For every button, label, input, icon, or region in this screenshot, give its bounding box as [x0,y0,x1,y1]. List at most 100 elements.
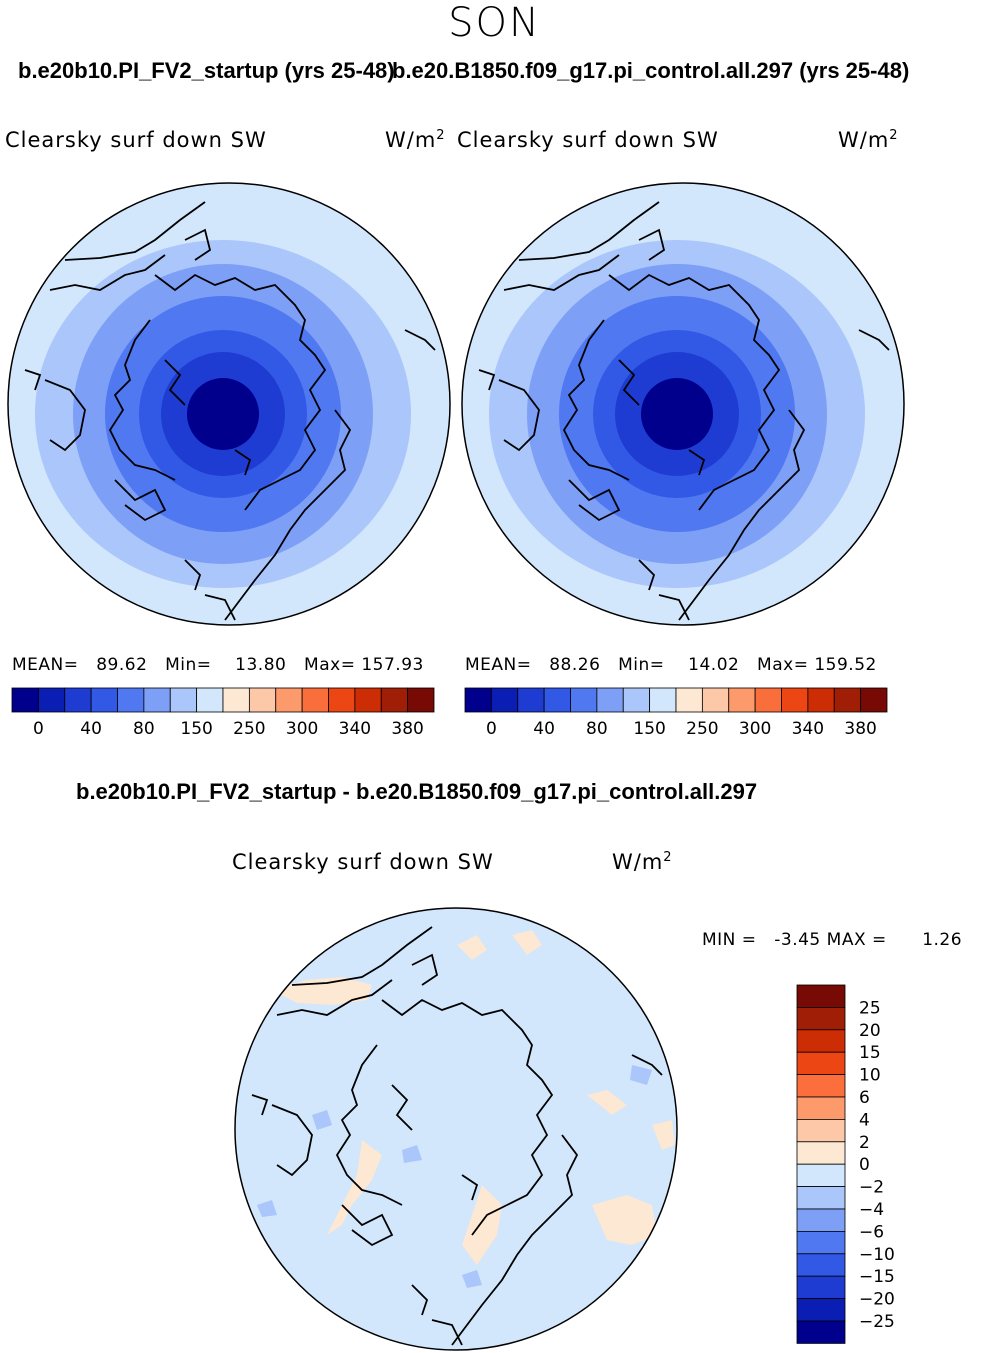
diff-colorbar-swatch [796,1230,846,1255]
colorbar-swatch [464,687,492,713]
season-title: SON [448,0,541,46]
colorbar-tick-label: 300 [286,719,318,739]
colorbar-tick-label: 40 [80,719,102,739]
diff-colorbar-label: 10 [859,1066,881,1086]
colorbar-swatch [11,687,39,713]
diff-colorbar-label: −20 [859,1290,895,1310]
colorbar-swatch [196,687,224,713]
diff-colorbar-swatch [796,1186,846,1210]
colorbar-tick-label: 80 [586,719,608,739]
colorbar-tick-label: 40 [533,719,555,739]
diff-colorbar-label: −2 [859,1178,884,1198]
colorbar-swatch [354,687,382,713]
left-polar-map [7,182,451,626]
colorbar-swatch [622,687,651,713]
right-mean-value: 88.26 [549,655,601,675]
diff-colorbar-label: −6 [859,1222,884,1242]
colorbar-swatch [781,687,809,713]
colorbar-tick-label: 340 [339,719,371,739]
diff-colorbar-swatch [796,1051,846,1075]
diff-colorbar-swatch [796,1096,846,1120]
diff-colorbar-label: −15 [859,1267,895,1287]
right-mean-label: MEAN= [465,655,532,675]
colorbar-swatch [37,687,66,713]
colorbar-swatch [860,687,888,713]
diff-colorbar-label: 4 [859,1110,870,1130]
diff-colorbar-label: −10 [859,1245,895,1265]
left-units: W/m2 [385,128,446,152]
colorbar-swatch [833,687,862,713]
right-min-value: 14.02 [688,655,740,675]
diff-colorbar-swatch [796,984,846,1008]
left-max-label: Max= [304,655,356,675]
diff-units-exp: 2 [663,850,673,865]
diff-colorbar-label: 6 [859,1088,870,1108]
diff-colorbar-swatch [796,1029,846,1053]
right-polar-map [461,182,905,626]
diff-colorbar-swatch [796,1320,846,1344]
right-units-base: W/m [838,128,890,152]
colorbar-tick-label: 0 [33,719,44,739]
left-mean-value: 89.62 [96,655,148,675]
diff-colorbar-label: 15 [859,1043,881,1063]
diff-coastlines [251,926,663,1346]
colorbar-swatch [90,687,118,713]
colorbar-swatch [380,687,409,713]
diff-colorbar-swatch [796,1253,846,1277]
diff-colorbar-swatch [796,1298,846,1322]
colorbar-swatch [64,687,92,713]
colorbar-swatch [328,687,356,713]
colorbar-swatch [301,687,329,713]
left-stats: MEAN= 89.62 Min= 13.80 Max= 157.93 [12,655,424,675]
colorbar-tick-label: 0 [486,719,497,739]
diff-patches [257,930,675,1288]
colorbar-swatch [570,687,598,713]
diff-background [235,908,677,1350]
colorbar-swatch [701,687,730,713]
diff-colorbar-swatch [796,1074,846,1098]
colorbar-swatch [728,687,756,713]
colorbar-tick-label: 250 [233,719,265,739]
right-stats: MEAN= 88.26 Min= 14.02 Max= 159.52 [465,655,877,675]
diff-units: W/m2 [612,850,673,874]
right-min-label: Min= [618,655,665,675]
right-units: W/m2 [838,128,899,152]
diff-colorbar-swatch [796,1141,846,1165]
colorbar-swatch [143,687,171,713]
colorbar-tick-label: 300 [739,719,771,739]
colorbar-swatch [222,687,250,713]
colorbar-swatch [275,687,303,713]
diff-stats: MIN = -3.45 MAX = 1.26 [702,930,962,950]
diff-colorbar-label: 2 [859,1133,870,1153]
diff-colorbar-swatch [796,1275,846,1300]
left-units-base: W/m [385,128,437,152]
colorbar-tick-label: 150 [633,719,665,739]
right-coastlines [478,201,890,621]
contour-ring-level-0 [187,378,259,450]
contour-ring-level-0 [641,378,713,450]
left-variable-title: Clearsky surf down SW [5,128,267,152]
diff-units-base: W/m [612,850,664,874]
left-mean-label: MEAN= [12,655,79,675]
diff-colorbar-label: −4 [859,1200,884,1220]
colorbar-tick-label: 340 [792,719,824,739]
diff-colorbar-swatch [796,1118,846,1143]
left-min-value: 13.80 [235,655,287,675]
difference-polar-map [234,907,678,1351]
colorbar-swatch [807,687,835,713]
diff-colorbar-label: −25 [859,1312,895,1332]
right-max-value: 159.52 [814,655,877,675]
difference-title: b.e20b10.PI_FV2_startup - b.e20.B1850.f0… [76,779,758,804]
diff-colorbar-swatch [796,1163,846,1187]
right-colorbar: 0 40 80 150 250 300 340 380 [464,687,888,739]
colorbar-tick-label: 380 [844,719,876,739]
left-units-exp: 2 [436,128,446,143]
right-variable-title: Clearsky surf down SW [457,128,719,152]
left-run-title: b.e20b10.PI_FV2_startup (yrs 25-48) [18,58,395,83]
colorbar-swatch [517,687,545,713]
diff-colorbar-label: 0 [859,1155,870,1175]
diff-variable-title: Clearsky surf down SW [232,850,494,874]
colorbar-tick-label: 80 [133,719,155,739]
colorbar-tick-label: 150 [180,719,212,739]
